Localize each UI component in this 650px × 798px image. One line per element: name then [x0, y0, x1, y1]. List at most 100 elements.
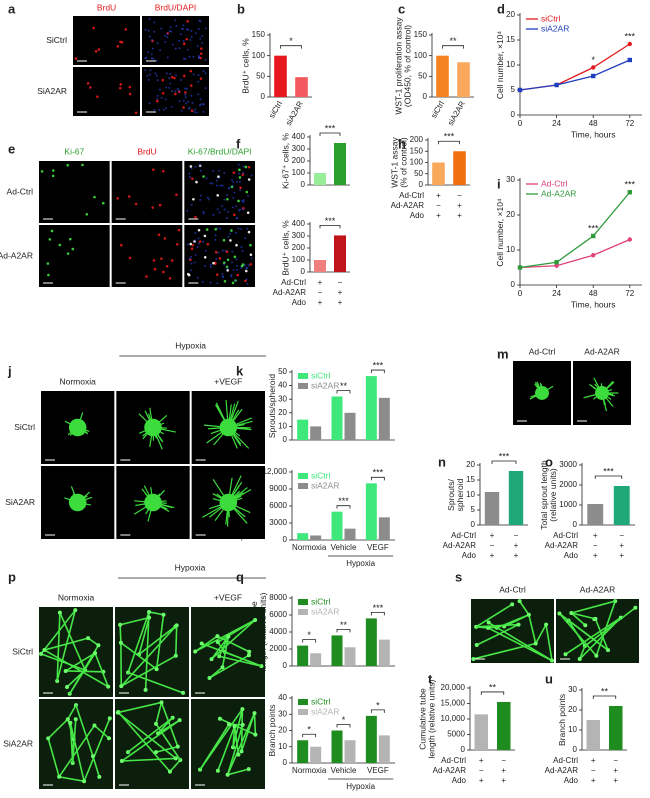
condition-label: Ado [292, 298, 307, 307]
y-tick-label: 10,000 [441, 714, 466, 723]
micrograph [39, 225, 110, 287]
cell-nucleus [199, 56, 202, 60]
bar [344, 740, 356, 763]
cell-nucleus [202, 70, 205, 73]
tube-node [569, 610, 574, 615]
tube-node [533, 641, 538, 646]
bar [331, 511, 343, 540]
y-tick-label: 100 [414, 51, 428, 60]
cell-nucleus [227, 235, 230, 238]
cell-nucleus [179, 33, 182, 36]
cell-nucleus [97, 48, 101, 51]
tube [571, 612, 596, 620]
row-label: SiCtrl [14, 422, 35, 432]
significance-bracket [336, 505, 351, 509]
tube-node [181, 690, 186, 695]
cell-nucleus [190, 262, 193, 265]
tube [138, 617, 150, 655]
cell-nucleus [171, 43, 174, 46]
cell-nucleus [225, 265, 229, 269]
significance-bracket [592, 695, 617, 699]
spheroid [68, 418, 87, 437]
tube-node [174, 623, 179, 628]
tube [201, 642, 262, 667]
significance-label: *** [325, 216, 336, 226]
cell-nucleus [246, 227, 249, 230]
legend-swatch [298, 609, 308, 615]
y-tick-label: 20 [466, 460, 475, 469]
cell-nucleus [144, 69, 147, 72]
cell-nucleus [247, 165, 251, 169]
cell-nucleus [233, 191, 236, 194]
cell-nucleus [175, 74, 178, 77]
condition-sign: + [457, 201, 462, 210]
row-label: SiCtrl [46, 35, 67, 45]
tube [71, 719, 77, 764]
cell-nucleus [188, 172, 191, 175]
cell-nucleus [119, 83, 123, 86]
cell-nucleus [127, 195, 131, 198]
y-tick-label: 50 [414, 169, 423, 178]
y-tick-label: 300 [292, 231, 306, 240]
cell-nucleus [184, 57, 187, 60]
cell-nucleus [238, 172, 241, 175]
cell-nucleus [148, 18, 151, 21]
y-axis-label: Branch points [557, 694, 567, 746]
cell-nucleus [96, 95, 99, 99]
x-tick-label: Normoxia [292, 766, 327, 775]
tube [535, 624, 547, 644]
cell-nucleus [226, 197, 229, 201]
tube [226, 724, 244, 775]
tube-node [516, 622, 521, 627]
y-tick-label: 0 [511, 280, 516, 289]
bar [344, 412, 356, 440]
cell-nucleus [216, 227, 219, 230]
tube [217, 619, 256, 643]
row-label: Ad-A2AR [0, 250, 33, 260]
cell-nucleus [120, 41, 124, 44]
significance-label: * [376, 700, 380, 710]
condition-sign: + [514, 541, 519, 550]
y-axis-label: Cell number, ×10⁴ [495, 31, 505, 99]
cell-nucleus [209, 266, 212, 269]
condition-sign: + [436, 191, 441, 200]
cell-nucleus [182, 99, 185, 102]
cell-nucleus [246, 266, 249, 269]
cell-nucleus [196, 276, 199, 279]
significance-label: *** [499, 451, 510, 461]
cell-nucleus [234, 231, 237, 234]
tube-node [161, 612, 166, 617]
y-tick-label: 10 [506, 245, 515, 254]
tube [518, 600, 530, 616]
tube-node [253, 617, 258, 622]
tube-node [57, 610, 62, 615]
tube [117, 701, 162, 714]
significance-bracket [302, 733, 317, 738]
micrograph [471, 599, 554, 663]
cell-nucleus [209, 281, 212, 284]
column-group-header: Hypoxia [175, 562, 206, 572]
bar [310, 746, 322, 763]
panel-letter: p [8, 569, 16, 584]
cell-nucleus [203, 256, 207, 259]
cell-nucleus [242, 200, 245, 203]
y-axis-label: (OD450, % of control) [402, 25, 412, 107]
x-tick-label: Vehicle [331, 766, 357, 775]
y-tick-label: 1000 [559, 500, 577, 509]
cell-nucleus [192, 197, 195, 201]
micrograph [115, 699, 189, 789]
micrograph [39, 161, 110, 223]
y-tick-label: 30 [568, 685, 577, 694]
tube-node [606, 648, 611, 653]
cell-nucleus [194, 165, 197, 168]
cell-nucleus [175, 242, 179, 246]
tube [545, 624, 553, 661]
cell-nucleus [118, 86, 122, 90]
cell-nucleus [183, 74, 186, 78]
tube [148, 611, 164, 616]
condition-sign: + [479, 756, 484, 765]
significance-label: *** [373, 603, 384, 613]
group-label: Hypoxia [346, 782, 375, 791]
cell-nucleus [241, 263, 245, 266]
